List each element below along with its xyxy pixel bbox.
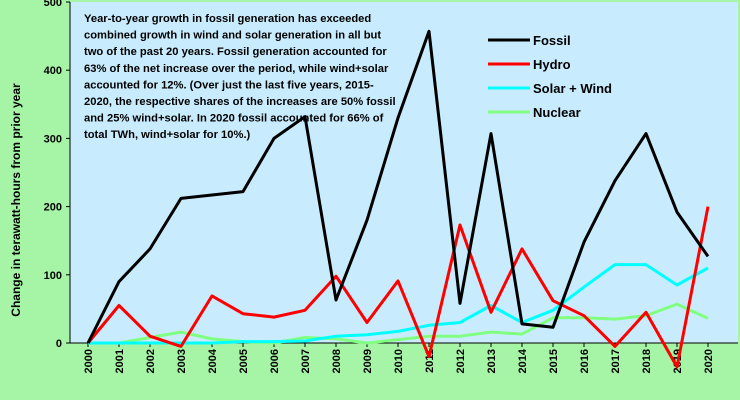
x-tick-label: 2020: [703, 349, 715, 373]
annotation-line: accounted for 12%. (Over just the last f…: [84, 79, 374, 91]
series-layer: [86, 29, 710, 369]
legend: Fossil Hydro Solar + Wind Nuclear: [488, 33, 612, 120]
series-line-fossil: [86, 29, 710, 344]
series-line-hydro: [86, 206, 710, 369]
x-tick-label: 2012: [455, 349, 467, 373]
x-tick-label: 2005: [238, 349, 250, 373]
legend-label: Solar + Wind: [533, 81, 612, 96]
x-tick-label: 2004: [207, 348, 219, 373]
x-tick-label: 2003: [176, 349, 188, 373]
x-tick-label: 2014: [517, 348, 529, 373]
y-tick-label: 0: [56, 338, 62, 350]
annotation-line: total TWh, wind+solar for 10%.): [84, 129, 251, 141]
annotation-line: combined growth in wind and solar genera…: [84, 30, 381, 42]
x-tick-label: 2010: [393, 349, 405, 373]
x-tick-label: 2002: [145, 349, 157, 373]
y-tick-label: 500: [44, 0, 62, 9]
y-tick-label: 100: [44, 270, 62, 282]
y-tick-label: 200: [44, 202, 62, 214]
annotation-line: 2020, the respective shares of the incre…: [84, 96, 396, 108]
y-tick-label: 300: [44, 133, 62, 145]
plot-area: [70, 2, 738, 343]
annotation-line: and 25% wind+solar. In 2020 fossil accou…: [84, 113, 384, 125]
x-tick-label: 2001: [114, 349, 126, 373]
x-tick-label: 2018: [641, 349, 653, 373]
y-ticks: 0 100 200 300 400 500: [44, 0, 70, 350]
legend-label: Hydro: [533, 57, 571, 72]
legend-label: Nuclear: [533, 105, 581, 120]
x-tick-label: 2009: [362, 349, 374, 373]
x-ticks: 2000 2001 2002 2003 2004 2005 2006 2007 2008 2009…: [83, 343, 715, 373]
x-tick-label: 2016: [579, 349, 591, 373]
legend-label: Fossil: [533, 33, 571, 48]
x-tick-label: 2008: [331, 349, 343, 373]
x-tick-label: 2000: [83, 349, 95, 373]
series-line-solar-wind: [88, 263, 709, 345]
annotation-line: 63% of the net increase over the period,…: [84, 63, 389, 75]
y-axis-label: Change in terawatt-hours from prior year: [9, 83, 23, 317]
x-tick-label: 2007: [300, 349, 312, 373]
x-tick-label: 2006: [269, 349, 281, 373]
annotation-line: two of the past 20 years. Fossil generat…: [84, 46, 387, 58]
series-line-nuclear: [88, 302, 709, 345]
x-tick-label: 2017: [610, 349, 622, 373]
annotation-line: Year-to-year growth in fossil generation…: [84, 13, 371, 25]
annotation-text: Year-to-year growth in fossil generation…: [84, 13, 396, 141]
y-tick-label: 400: [44, 65, 62, 77]
x-tick-label: 2015: [548, 349, 560, 373]
x-tick-label: 2013: [486, 349, 498, 373]
